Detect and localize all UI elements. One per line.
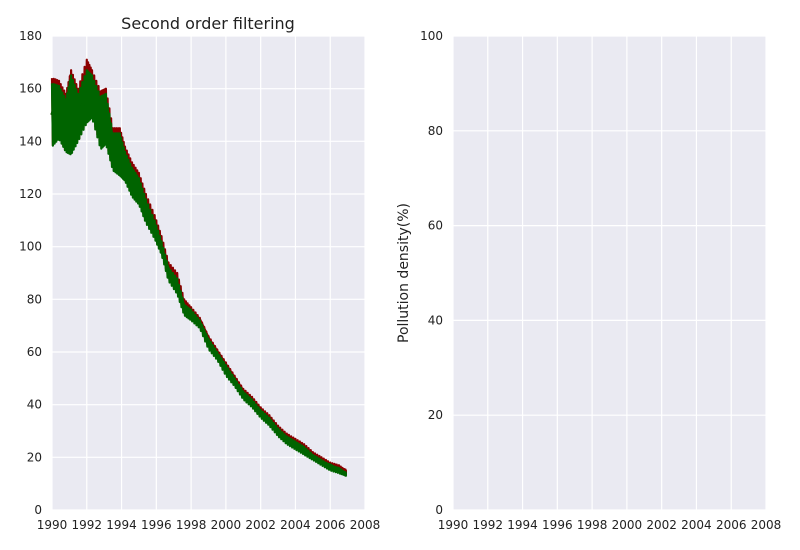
x-tick-label: 2002 — [646, 518, 677, 532]
x-tick-label: 2000 — [612, 518, 643, 532]
chart-title: Second order filtering — [121, 14, 295, 33]
x-tick-label: 1992 — [473, 518, 504, 532]
series-1 — [50, 69, 347, 477]
x-tick-label: 2006 — [315, 518, 346, 532]
series-line — [50, 79, 347, 475]
y-tick-label: 60 — [27, 345, 42, 359]
y-tick-label: 80 — [27, 292, 42, 306]
series-band — [50, 69, 347, 477]
x-tick-label: 2008 — [350, 518, 381, 532]
x-tick-labels-left: 1990 1992 1994 1996 1998 2000 2002 2004 2006 2008 — [37, 518, 381, 532]
grid-left — [51, 35, 366, 511]
x-tick-label: 1998 — [176, 518, 207, 532]
x-tick-label: 1994 — [507, 518, 538, 532]
x-tick-labels-right: 1990 1992 1994 1996 1998 2000 2002 2004 2006 2008 — [438, 518, 782, 532]
y-tick-label: 140 — [19, 134, 42, 148]
grid-right — [452, 35, 767, 511]
y-tick-label: 180 — [19, 29, 42, 43]
plot-area-right — [453, 36, 766, 510]
x-tick-label: 2000 — [211, 518, 242, 532]
x-tick-label: 1996 — [542, 518, 573, 532]
y-axis-label: Pollution density(%) — [396, 203, 412, 343]
x-tick-label: 2006 — [716, 518, 747, 532]
x-tick-label: 1992 — [72, 518, 103, 532]
x-tick-label: 2002 — [245, 518, 276, 532]
y-tick-label: 20 — [428, 408, 443, 422]
x-tick-label: 2004 — [280, 518, 311, 532]
x-tick-label: 1990 — [37, 518, 68, 532]
y-tick-label: 100 — [420, 29, 443, 43]
y-tick-labels-left: 0 20 40 60 80 100 120 140 160 180 — [19, 29, 42, 517]
y-tick-label: 0 — [435, 503, 443, 517]
x-tick-label: 1990 — [438, 518, 469, 532]
y-tick-label: 120 — [19, 187, 42, 201]
y-tick-label: 40 — [428, 313, 443, 327]
x-tick-label: 1996 — [141, 518, 172, 532]
y-tick-label: 80 — [428, 124, 443, 138]
x-tick-label: 2004 — [681, 518, 712, 532]
x-tick-label: 1994 — [106, 518, 137, 532]
series-group-left — [50, 58, 347, 477]
y-tick-label: 60 — [428, 219, 443, 233]
y-tick-label: 20 — [27, 450, 42, 464]
y-tick-label: 160 — [19, 82, 42, 96]
y-tick-label: 0 — [34, 503, 42, 517]
chart-second-order-filtering: 0 20 40 60 80 100 120 140 160 180 1990 1992 1994 199… — [19, 14, 380, 532]
x-tick-label: 2008 — [751, 518, 782, 532]
y-tick-label: 40 — [27, 398, 42, 412]
x-tick-label: 1998 — [577, 518, 608, 532]
y-tick-labels-right: 0 20 40 60 80 100 — [420, 29, 443, 517]
y-tick-label: 100 — [19, 240, 42, 254]
